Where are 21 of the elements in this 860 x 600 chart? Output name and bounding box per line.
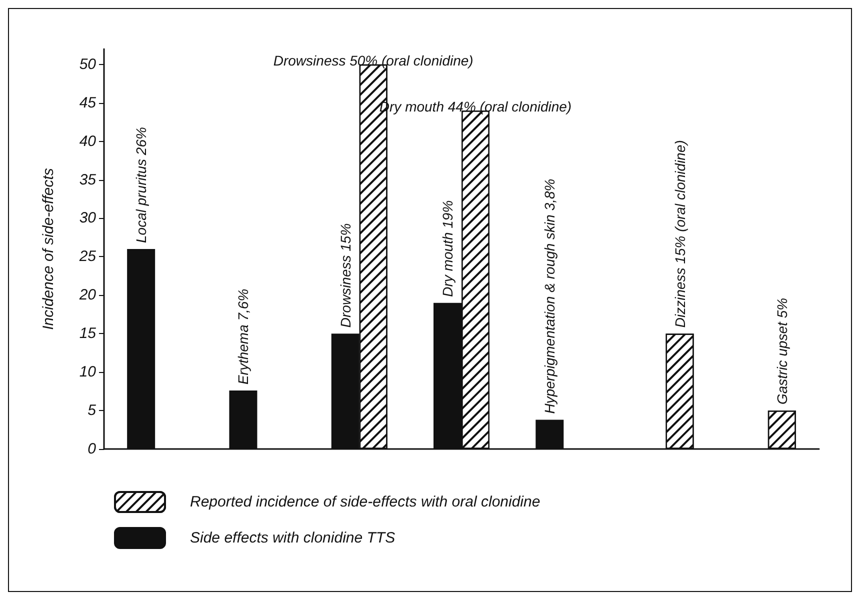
y-tick-label: 0 (88, 440, 97, 458)
data-label: Drowsiness 15% (337, 223, 354, 328)
legend-label: Reported incidence of side-effects with oral clonidine (190, 494, 540, 510)
y-axis-title: Incidence of side-effects (40, 168, 57, 330)
data-label: Gastric upset 5% (774, 298, 790, 405)
y-tick-label: 10 (79, 364, 97, 381)
y-tick-label: 5 (88, 402, 97, 420)
y-tick-label: 40 (79, 132, 97, 150)
data-label: Dizziness 15% (oral clonidine) (672, 140, 688, 328)
legend-label: Side effects with clonidine TTS (190, 530, 396, 546)
y-tick-label: 20 (78, 286, 97, 304)
data-label: Local pruritus 26% (133, 127, 150, 243)
y-tick-label: 35 (79, 171, 97, 188)
y-tick-label: 30 (79, 210, 97, 227)
y-tick-label: 45 (79, 94, 97, 112)
data-label: Hyperpigmentation & rough skin 3,8% (542, 178, 558, 414)
y-tick-label: 15 (79, 325, 97, 342)
y-tick-label: 25 (78, 248, 97, 266)
data-label: Erythema 7,6% (235, 288, 252, 385)
y-tick-label: 50 (79, 56, 97, 73)
data-label: Dry mouth 19% (440, 200, 456, 297)
